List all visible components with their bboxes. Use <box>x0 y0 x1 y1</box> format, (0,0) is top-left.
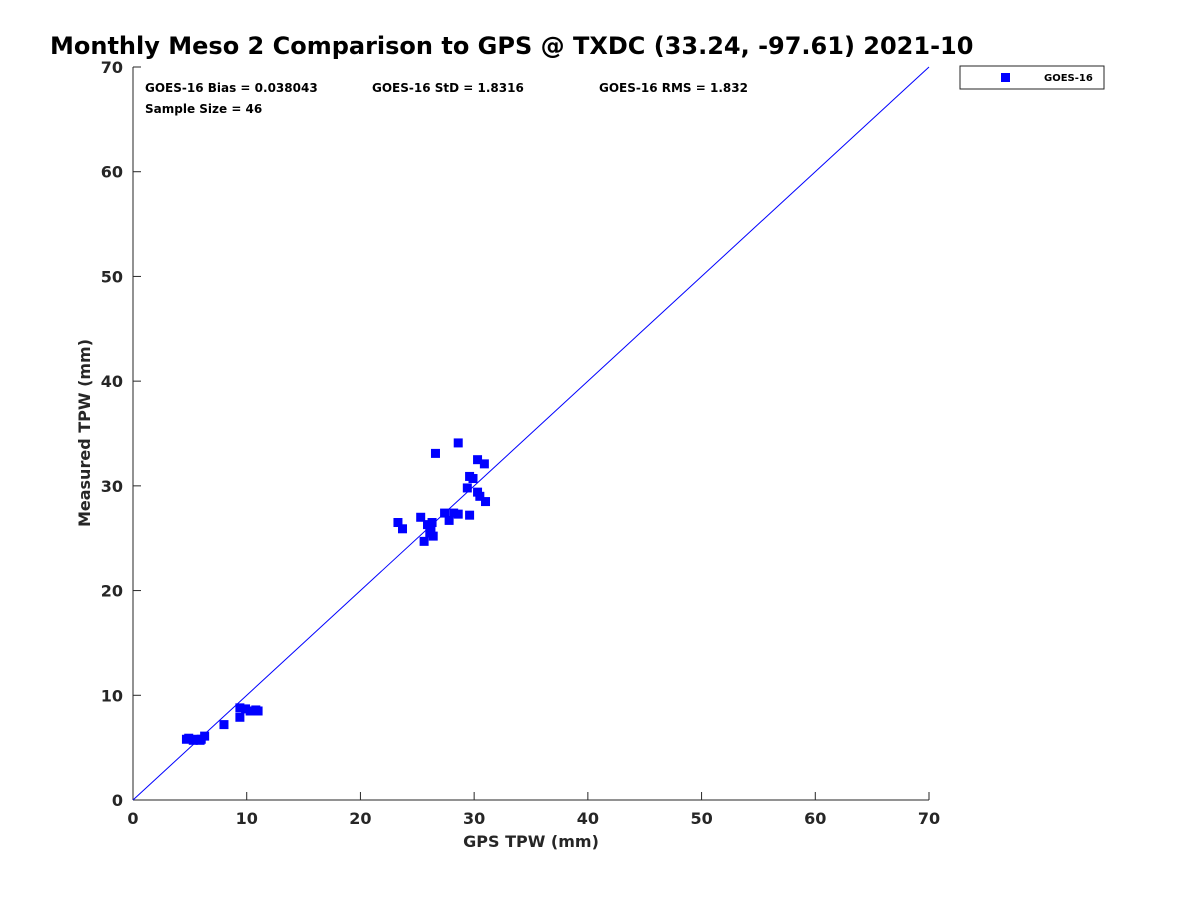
data-point <box>479 459 489 469</box>
stat-rms: GOES-16 RMS = 1.832 <box>599 81 748 95</box>
data-point <box>427 518 437 528</box>
points-group <box>181 438 491 745</box>
y-tick-label: 60 <box>101 163 123 182</box>
legend-label-goes16: GOES-16 <box>1044 73 1093 84</box>
data-point <box>393 518 403 528</box>
x-tick-label: 50 <box>690 809 712 828</box>
data-point <box>426 523 436 533</box>
stat-std: GOES-16 StD = 1.8316 <box>372 81 524 95</box>
x-axis-label: GPS TPW (mm) <box>463 832 599 851</box>
y-tick-label: 10 <box>101 686 123 705</box>
data-point <box>416 512 426 522</box>
data-point <box>473 455 483 465</box>
x-tick-label: 0 <box>127 809 138 828</box>
x-tick-label: 30 <box>463 809 485 828</box>
data-point <box>428 531 438 541</box>
data-point <box>453 438 463 448</box>
y-tick-label: 50 <box>101 267 123 286</box>
data-point <box>245 706 255 716</box>
x-tick-label: 20 <box>349 809 371 828</box>
data-point <box>253 706 263 716</box>
x-tick-label: 60 <box>804 809 826 828</box>
data-point <box>468 474 478 484</box>
data-point <box>219 720 229 730</box>
data-point <box>200 731 210 741</box>
data-point <box>453 509 463 519</box>
data-point <box>235 712 245 722</box>
data-point <box>440 508 450 518</box>
legend-marker-square-icon <box>1001 73 1010 82</box>
x-tick-label: 70 <box>918 809 940 828</box>
chart-title: Monthly Meso 2 Comparison to GPS @ TXDC … <box>50 32 973 60</box>
data-point <box>465 510 475 520</box>
data-point <box>430 448 440 458</box>
y-tick-label: 70 <box>101 58 123 77</box>
y-axis-label: Measured TPW (mm) <box>75 339 94 527</box>
data-point <box>444 515 454 525</box>
x-tick-label: 40 <box>577 809 599 828</box>
data-point <box>398 524 408 534</box>
y-tick-label: 0 <box>112 791 123 810</box>
stat-bias: GOES-16 Bias = 0.038043 <box>145 81 318 95</box>
data-point <box>462 483 472 493</box>
one-to-one-reference-line <box>132 66 930 801</box>
data-point <box>184 733 194 743</box>
stat-sample-size: Sample Size = 46 <box>145 102 262 116</box>
legend-box <box>959 65 1105 90</box>
data-point <box>449 508 459 518</box>
y-tick-label: 40 <box>101 372 123 391</box>
data-point <box>235 703 245 713</box>
y-tick-label: 20 <box>101 582 123 601</box>
tick-group: 0 10 20 30 40 50 60 70 0 10 20 30 40 50 60 70 <box>101 58 940 828</box>
data-point <box>475 491 485 501</box>
data-point <box>241 704 251 714</box>
data-point <box>481 497 491 507</box>
y-tick-label: 30 <box>101 477 123 496</box>
data-point <box>419 536 429 546</box>
legend: GOES-16 <box>959 65 1105 90</box>
x-tick-label: 10 <box>236 809 258 828</box>
